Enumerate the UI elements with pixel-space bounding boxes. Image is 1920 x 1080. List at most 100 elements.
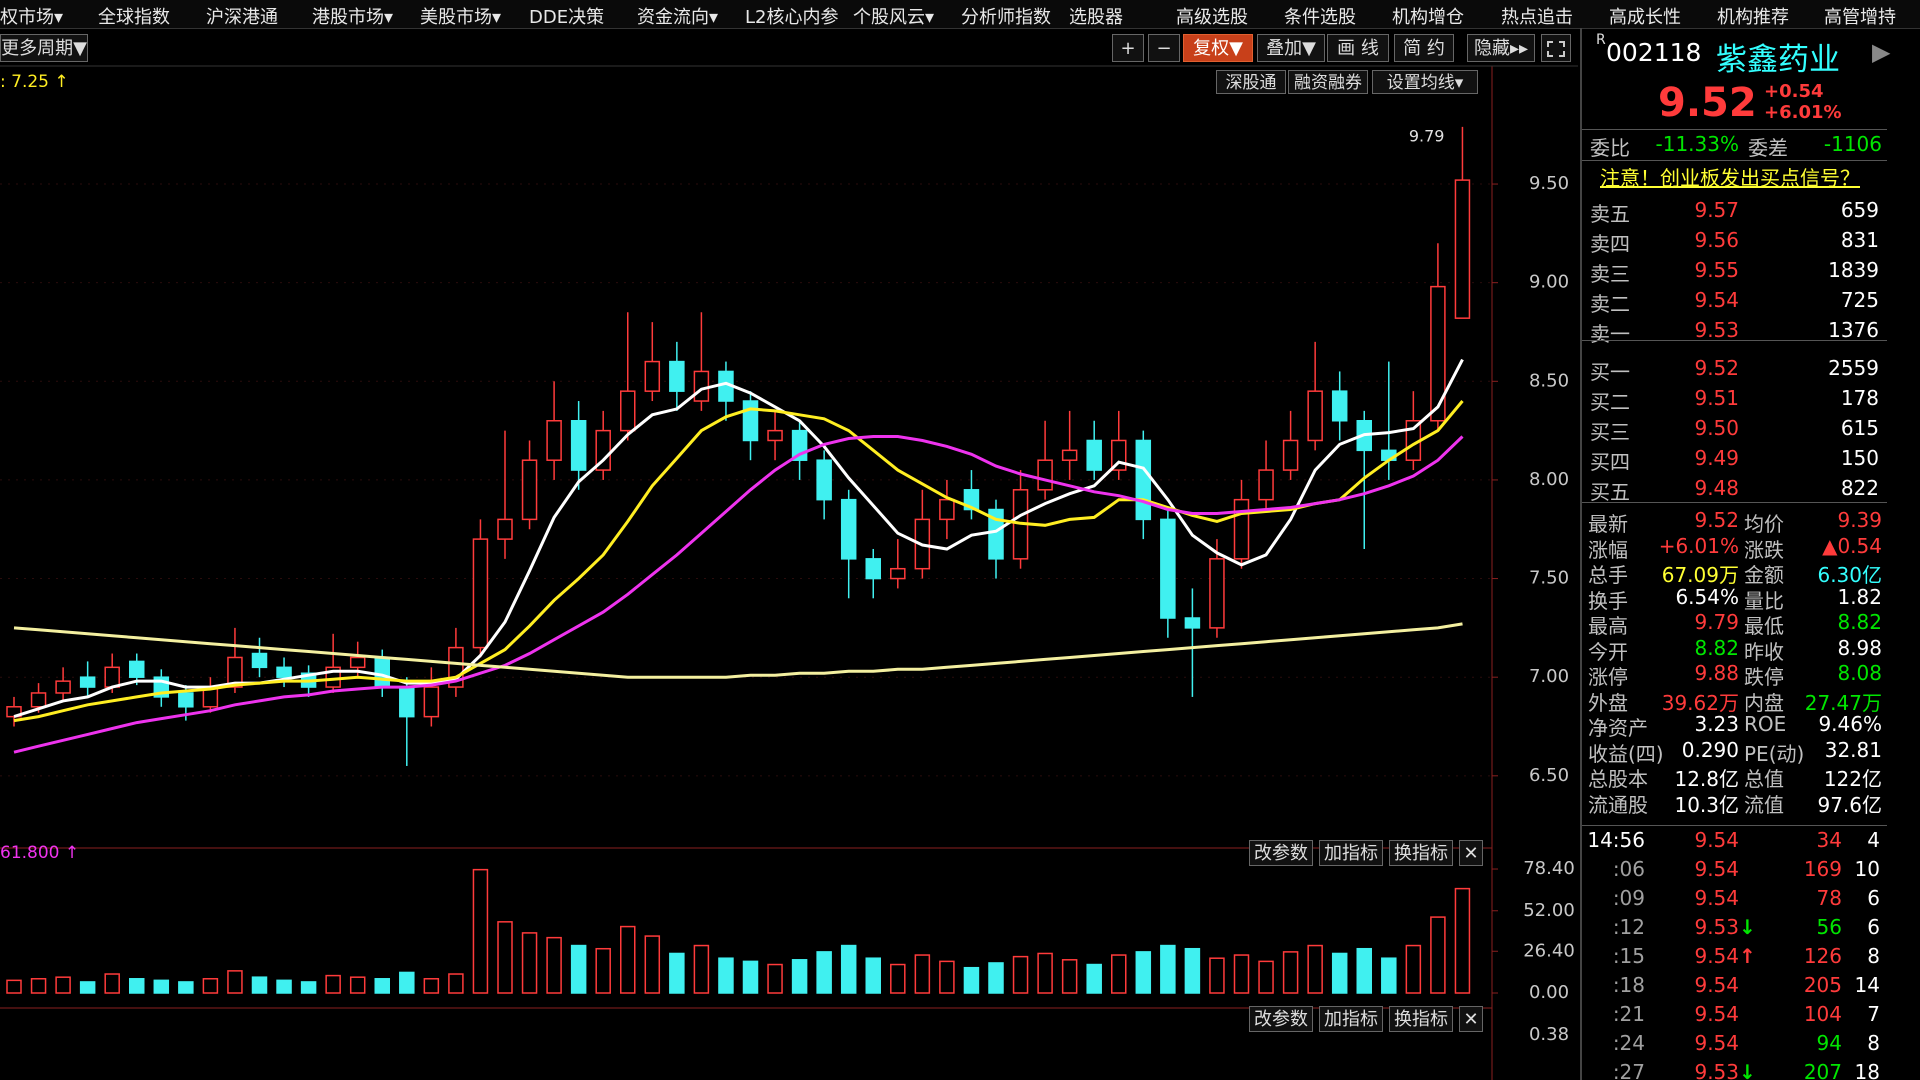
tick-price: 9.54 (1694, 886, 1739, 910)
stat-value: 3.23 (1694, 712, 1739, 736)
volume-bar (30, 978, 47, 994)
volume-bar (620, 925, 636, 994)
volume-bar (325, 974, 341, 994)
candle-body (129, 660, 145, 678)
pane-button[interactable]: 加指标 (1319, 840, 1383, 866)
toolbar-button[interactable]: − (1148, 34, 1180, 62)
notice[interactable]: 注意！创业板发出买点信号？ (1600, 166, 1860, 190)
volume-bar (202, 978, 219, 994)
candle-body (6, 706, 22, 718)
tick-time: :15 (1612, 944, 1645, 968)
level-volume: 615 (1840, 416, 1879, 440)
stat-value: 10.3亿 (1674, 792, 1739, 817)
volume-bar (472, 868, 489, 994)
tick-count: 6 (1867, 915, 1880, 939)
toolbar-button[interactable]: + (1112, 34, 1144, 62)
stat-label: 换手 (1588, 588, 1628, 613)
toolbar-button[interactable]: 复权▼ (1183, 34, 1253, 62)
pane-button[interactable]: 改参数 (1249, 1006, 1313, 1032)
level-price: 9.55 (1694, 258, 1739, 282)
menu-item[interactable]: L2核心内参 (745, 7, 839, 28)
separator (1582, 129, 1887, 130)
menu-item[interactable]: 资金流向▾ (637, 7, 719, 28)
pane-button[interactable]: 改参数 (1249, 840, 1313, 866)
menu-item[interactable]: 全球指数 (98, 7, 170, 28)
menu-item[interactable]: DDE决策 (529, 7, 605, 28)
menu-item[interactable]: 高级选股 (1176, 7, 1248, 28)
menu-item[interactable]: 沪深港通 (206, 7, 278, 28)
ma-line (13, 622, 1463, 679)
level-label: 买二 (1590, 390, 1630, 414)
price-pct: +6.01% (1764, 102, 1842, 123)
level-price: 9.54 (1694, 288, 1739, 312)
menu-item[interactable]: 分析师指数 (961, 7, 1051, 28)
menu-item[interactable]: 高成长性 (1609, 7, 1681, 28)
tick-volume: 205 (1803, 973, 1842, 997)
volume-bar (546, 936, 562, 994)
menu-item[interactable]: 高管增持 (1824, 7, 1896, 28)
chart-button[interactable]: 融资融券 (1288, 70, 1368, 94)
pane-button[interactable]: 换指标 (1389, 1006, 1453, 1032)
tick-price: 9.53 (1694, 1060, 1739, 1080)
stat-label: 流值 (1744, 792, 1784, 817)
menu-item[interactable]: 美股市场▾ (420, 7, 502, 28)
level-price: 9.48 (1694, 476, 1739, 500)
volume-bar (1086, 963, 1102, 994)
stock-code: 002118 (1606, 38, 1702, 67)
stat-label: 均价 (1744, 512, 1784, 536)
stat-value: 9.88 (1694, 661, 1739, 685)
menu-item[interactable]: 选股器 (1069, 7, 1123, 28)
level-label: 卖五 (1590, 202, 1630, 226)
tick-volume: 104 (1803, 1002, 1842, 1026)
volume-bar (349, 976, 366, 994)
chart-button[interactable]: 设置均线▾ (1372, 70, 1478, 94)
stat-label: 总值 (1744, 767, 1784, 791)
menu-item[interactable]: 权市场▾ (0, 7, 64, 28)
stat-label: 外盘 (1588, 690, 1628, 715)
toolbar-button[interactable]: 叠加▼ (1257, 34, 1325, 62)
tick-time: :06 (1612, 857, 1645, 881)
stat-label: 最高 (1588, 614, 1628, 638)
menu-item[interactable]: 条件选股 (1284, 7, 1356, 28)
fullscreen-button[interactable] (1541, 34, 1571, 62)
volume-bar (129, 978, 145, 994)
next-arrow[interactable]: ▶ (1872, 38, 1891, 66)
volume-bar (1184, 947, 1201, 994)
toolbar-button[interactable]: 画 线 (1327, 34, 1389, 62)
tick-count: 8 (1867, 1031, 1880, 1055)
toolbar-button[interactable]: 简 约 (1394, 34, 1454, 62)
menu-item[interactable]: 机构增仓 (1392, 7, 1464, 28)
pane-button[interactable]: 加指标 (1319, 1006, 1383, 1032)
volume-bar (570, 944, 587, 994)
candle-body (669, 360, 685, 392)
volume-bar (374, 978, 390, 994)
volume-bar (644, 935, 661, 994)
volume-bar (1135, 951, 1152, 994)
menu-item[interactable]: 热点追击 (1501, 7, 1573, 28)
period-button[interactable]: 更多周期▼ (0, 34, 88, 62)
volume-bar (1282, 951, 1299, 994)
volume-bar (1037, 952, 1053, 994)
menu-item[interactable]: 港股市场▾ (312, 7, 394, 28)
candle-body (1086, 439, 1102, 471)
y-tick-label: 0.00 (1529, 982, 1569, 1003)
menu-bar: 权市场▾ 全球指数 沪深港通 港股市场▾ 美股市场▾ DDE决策 资金流向▾ L2核心内参 个股… (0, 0, 1920, 29)
chart-button[interactable]: 深股通 (1216, 70, 1286, 94)
candle-body (1037, 459, 1053, 491)
level-volume: 1376 (1828, 318, 1879, 342)
candle-body (399, 686, 415, 718)
menu-item[interactable]: 个股风云▾ (853, 7, 935, 28)
toolbar-button[interactable]: 隐藏▸▸ (1467, 34, 1535, 62)
pane-button[interactable]: 换指标 (1389, 840, 1453, 866)
volume-bar (1381, 957, 1397, 994)
candle-body (1258, 469, 1274, 501)
menu-item[interactable]: 机构推荐 (1717, 7, 1789, 28)
candle-body (595, 429, 611, 471)
pane-button[interactable]: ✕ (1459, 840, 1483, 866)
price-change: +0.54 (1764, 81, 1824, 102)
candle-body (816, 459, 832, 501)
pane-button[interactable]: ✕ (1459, 1006, 1483, 1032)
volume-bar (399, 971, 415, 994)
stat-value: 9.39 (1837, 508, 1882, 532)
stock-name: 紫鑫药业 (1716, 42, 1840, 78)
